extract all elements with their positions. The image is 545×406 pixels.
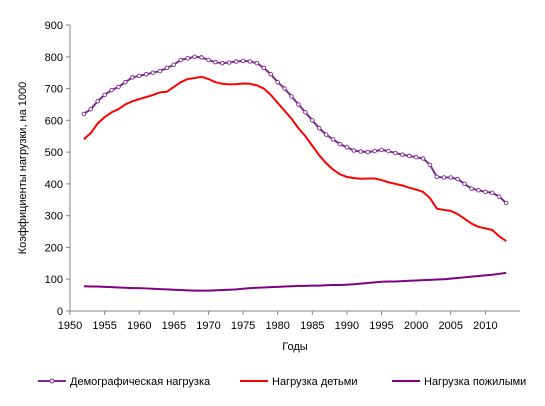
data-point	[227, 61, 231, 65]
data-point	[401, 153, 405, 157]
data-point	[449, 176, 453, 180]
data-point	[421, 157, 425, 161]
x-tick-label: 1950	[58, 320, 82, 332]
data-point	[359, 150, 363, 154]
data-point	[124, 80, 128, 84]
data-point	[82, 112, 86, 116]
data-point	[221, 61, 225, 65]
data-point	[179, 58, 183, 62]
legend: Демографическая нагрузка Нагрузка детьми Н…	[38, 376, 526, 388]
x-tick-label: 2005	[439, 320, 463, 332]
data-point	[463, 182, 467, 186]
data-point	[158, 69, 162, 73]
data-point	[497, 195, 501, 199]
data-point	[234, 60, 238, 64]
plot-series	[82, 55, 508, 291]
data-point	[283, 87, 287, 91]
data-point	[442, 176, 446, 180]
data-point	[96, 99, 100, 103]
x-tick-label: 1970	[196, 320, 220, 332]
y-tick-label: 800	[45, 52, 63, 64]
data-point	[151, 71, 155, 75]
data-point	[317, 126, 321, 130]
x-tick-label: 1980	[265, 320, 289, 332]
x-tick-label: 1965	[162, 320, 186, 332]
y-tick-label: 0	[57, 306, 63, 318]
legend-marker	[50, 379, 54, 383]
y-axis-ticks: 0 100 200 300 400 500 600 700 800 900	[45, 20, 70, 318]
series-line-1	[84, 57, 506, 203]
data-point	[491, 191, 495, 195]
data-point	[207, 58, 211, 62]
data-point	[248, 60, 252, 64]
data-point	[387, 149, 391, 153]
x-tick-label: 2000	[404, 320, 428, 332]
y-axis-title: Коэффициенты нагрузки, на 1000	[17, 82, 29, 255]
data-point	[484, 190, 488, 194]
data-point	[165, 66, 169, 70]
data-point	[172, 63, 176, 67]
x-tick-label: 1990	[335, 320, 359, 332]
data-point	[193, 55, 197, 59]
data-point	[414, 155, 418, 159]
data-point	[324, 133, 328, 137]
x-tick-label: 1975	[231, 320, 255, 332]
data-point	[200, 56, 204, 60]
data-point	[407, 154, 411, 158]
y-tick-label: 300	[45, 211, 63, 223]
data-point	[137, 74, 141, 78]
series-line-3	[84, 273, 506, 291]
y-tick-label: 700	[45, 84, 63, 96]
x-tick-label: 1955	[92, 320, 116, 332]
x-tick-label: 1960	[127, 320, 151, 332]
data-point	[304, 111, 308, 115]
data-point	[290, 95, 294, 99]
y-tick-label: 400	[45, 179, 63, 191]
data-point	[131, 76, 135, 80]
data-point	[103, 93, 107, 97]
legend-label: Нагрузка детьми	[272, 376, 358, 388]
data-point	[276, 80, 280, 84]
data-point	[89, 107, 93, 111]
data-point	[470, 187, 474, 191]
data-point	[477, 188, 481, 192]
data-point	[117, 85, 121, 89]
data-point	[144, 72, 148, 76]
data-point	[241, 59, 245, 63]
x-tick-label: 1985	[300, 320, 324, 332]
data-point	[110, 88, 114, 92]
data-point	[269, 72, 273, 76]
x-axis-title: Годы	[282, 341, 308, 353]
data-point	[338, 142, 342, 146]
x-tick-label: 2010	[473, 320, 497, 332]
data-point	[255, 61, 259, 65]
data-point	[373, 149, 377, 153]
x-axis-ticks: 1950 1955 1960 1965 1970 1975 1980 1985 1990 1995…	[58, 311, 498, 332]
data-point	[456, 177, 460, 181]
legend-label: Демографическая нагрузка	[70, 376, 211, 388]
y-tick-label: 600	[45, 115, 63, 127]
data-point	[311, 119, 315, 123]
y-tick-label: 100	[45, 274, 63, 286]
data-point	[504, 201, 508, 205]
y-tick-label: 900	[45, 20, 63, 32]
data-point	[366, 150, 370, 154]
data-point	[297, 103, 301, 107]
y-tick-label: 500	[45, 147, 63, 159]
x-tick-label: 1995	[369, 320, 393, 332]
data-point	[186, 57, 190, 61]
data-point	[394, 151, 398, 155]
data-point	[345, 146, 349, 150]
data-point	[435, 175, 439, 179]
data-point	[262, 66, 266, 70]
y-tick-label: 200	[45, 242, 63, 254]
data-point	[214, 60, 218, 64]
data-point	[380, 148, 384, 152]
data-point	[428, 163, 432, 167]
legend-label: Нагрузка пожилыми	[424, 376, 526, 388]
data-point	[331, 138, 335, 142]
data-point	[352, 149, 356, 153]
